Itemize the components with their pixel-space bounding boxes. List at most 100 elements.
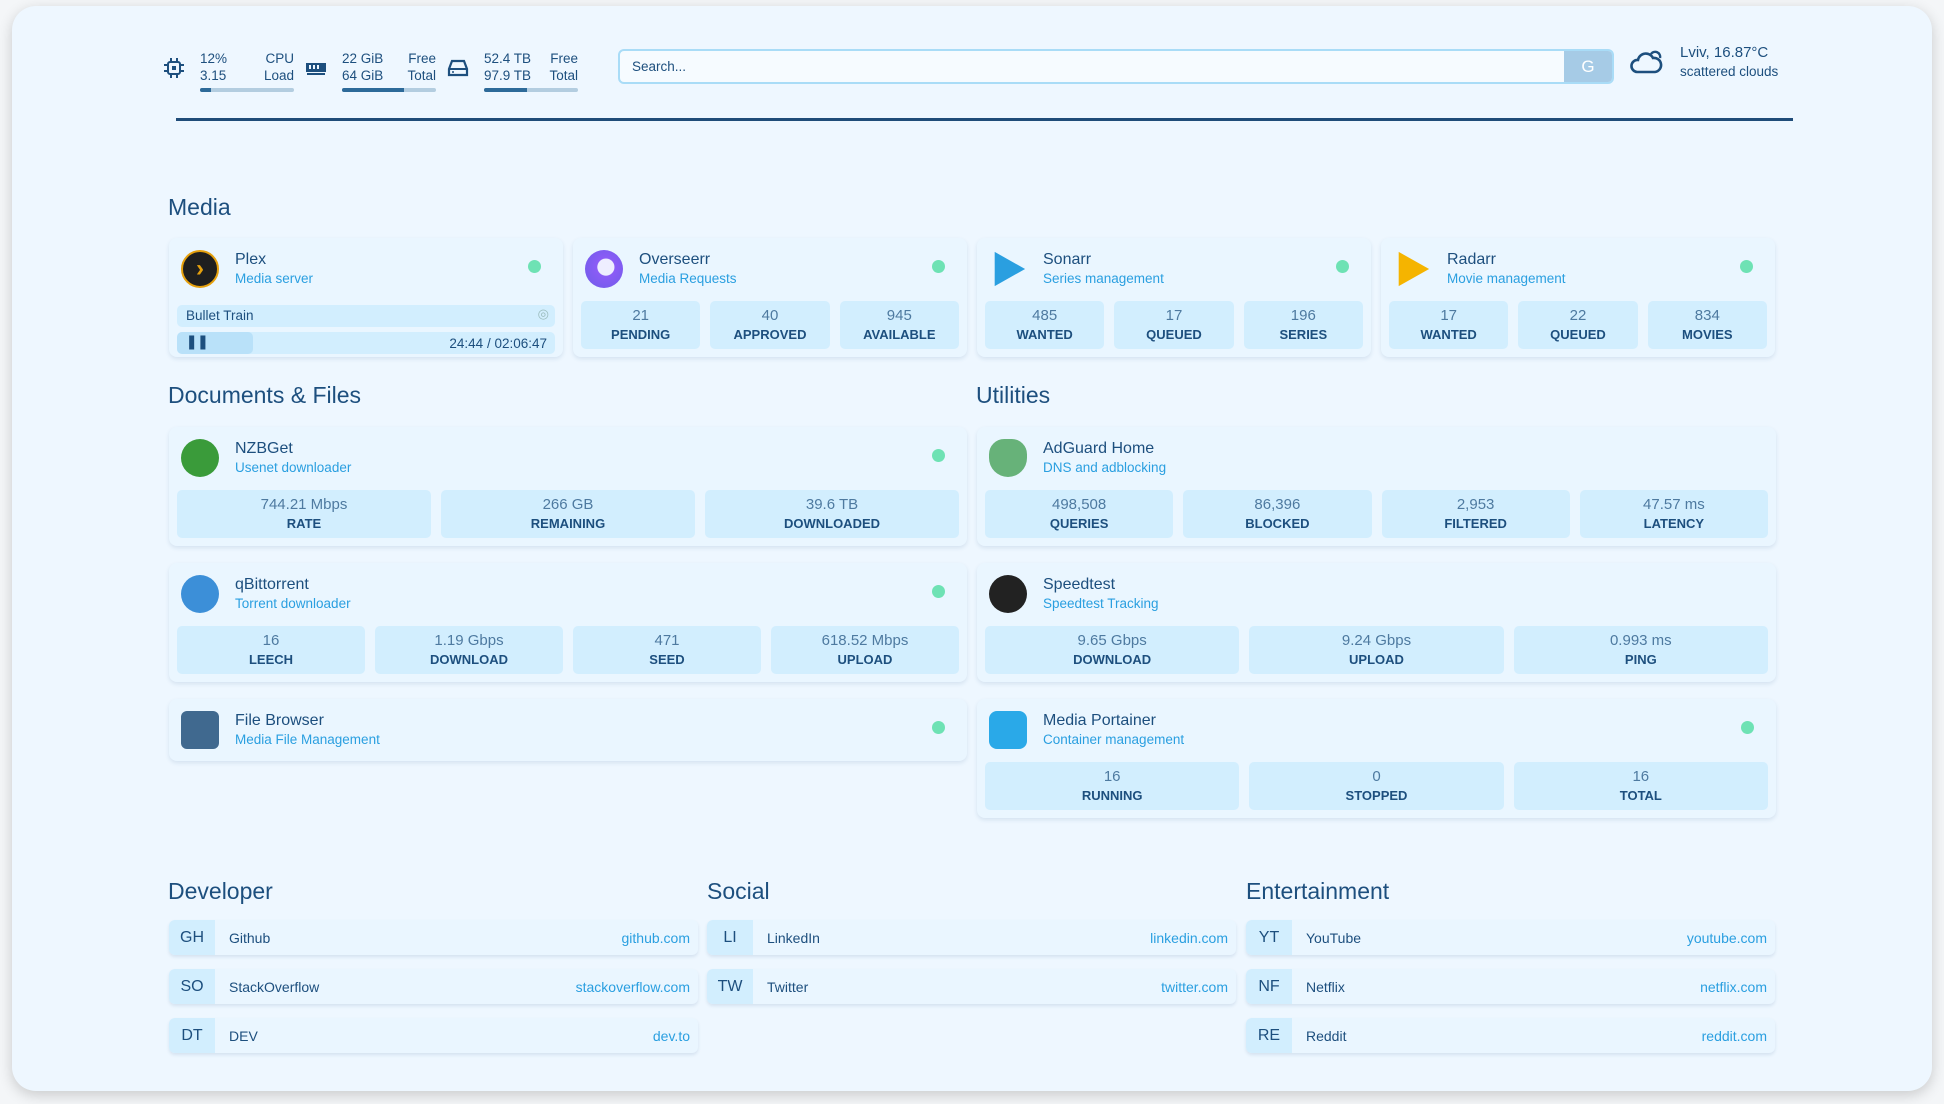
service-card-nzbget[interactable]: NZBGet Usenet downloader 744.21 Mbps RATE 26… — [169, 427, 967, 546]
disk-label: Total — [549, 68, 578, 83]
stat-label: BLOCKED — [1245, 516, 1310, 531]
disk-label: Free — [550, 51, 578, 66]
bookmark-name: Github — [229, 929, 271, 946]
stat-value: 86,396 — [1254, 496, 1301, 513]
bookmark-url[interactable]: github.com — [621, 929, 690, 946]
service-card-plex[interactable]: › Plex Media server Bullet Train ◎ ❚❚ 24… — [169, 238, 563, 357]
stat-value: 2,953 — [1456, 496, 1495, 513]
stat-label: WANTED — [1420, 327, 1477, 342]
search-provider-button[interactable]: G — [1564, 51, 1612, 82]
service-stats: 16 RUNNING 0 STOPPED 16 TOTAL — [985, 762, 1768, 810]
pause-icon[interactable]: ❚❚ — [186, 334, 209, 349]
service-description: Movie management — [1447, 271, 1566, 286]
bookmark-abbr: GH — [169, 920, 215, 955]
status-dot — [1336, 260, 1349, 273]
search-bar: G — [618, 49, 1614, 84]
stat-label: PING — [1624, 652, 1657, 667]
section-title-media: Media — [168, 194, 231, 220]
stat-value: 47.57 ms — [1643, 496, 1705, 513]
cloud-icon — [1630, 50, 1663, 74]
service-card-sonarr[interactable]: Sonarr Series management 485 WANTED 17 QUEUED… — [977, 238, 1371, 357]
stat-label: WANTED — [1016, 327, 1073, 342]
bookmark-url[interactable]: twitter.com — [1161, 978, 1228, 995]
service-card-speedtest[interactable]: Speedtest Speedtest Tracking 9.65 Gbps DOWN… — [977, 563, 1776, 682]
stat-block: 834 MOVIES — [1647, 301, 1767, 349]
service-description: Usenet downloader — [235, 460, 352, 475]
bookmark-url[interactable]: dev.to — [652, 1027, 690, 1044]
progress-fill — [177, 332, 253, 354]
cpu-value: 12% — [200, 51, 228, 66]
stat-value: 0.993 ms — [1609, 632, 1672, 649]
bookmark-twitter[interactable]: TW Twitter twitter.com — [707, 969, 1236, 1004]
stat-label: DOWNLOADED — [783, 516, 881, 531]
bookmark-url[interactable]: linkedin.com — [1150, 929, 1228, 946]
bookmark-github[interactable]: GH Github github.com — [169, 920, 698, 955]
service-card-overseerr[interactable]: Overseerr Media Requests 21 PENDING 40 APPROV… — [573, 238, 967, 357]
bookmark-url[interactable]: stackoverflow.com — [575, 978, 690, 995]
stat-block: 9.65 Gbps DOWNLOAD — [985, 626, 1240, 674]
bookmark-url[interactable]: youtube.com — [1686, 929, 1767, 946]
cpu-icon — [164, 58, 184, 78]
stat-block: 17 QUEUED — [1114, 301, 1234, 349]
plex-icon: › — [181, 250, 219, 288]
stat-label: DOWNLOAD — [430, 652, 508, 667]
bookmark-url[interactable]: reddit.com — [1701, 1027, 1767, 1044]
stat-label: PENDING — [611, 327, 671, 342]
service-card-radarr[interactable]: Radarr Movie management 17 WANTED 22 QUEUED 83… — [1381, 238, 1775, 357]
stat-block: 1.19 Gbps DOWNLOAD — [375, 626, 563, 674]
status-dot — [932, 585, 945, 598]
bookmark-netflix[interactable]: NF Netflix netflix.com — [1246, 969, 1775, 1004]
status-dot — [932, 449, 945, 462]
stat-value: 1.19 Gbps — [434, 632, 504, 649]
stat-value: 16 — [1103, 768, 1121, 785]
weather-location-temp: Lviv, 16.87°C — [1680, 44, 1769, 61]
service-card-portainer[interactable]: Media Portainer Container management 16 RUN… — [977, 699, 1776, 818]
disk-icon — [447, 59, 469, 77]
bookmark-stackoverflow[interactable]: SO StackOverflow stackoverflow.com — [169, 969, 698, 1004]
stat-label: AVAILABLE — [863, 327, 936, 342]
stat-block: 21 PENDING — [581, 301, 701, 349]
status-dot — [528, 260, 541, 273]
service-card-qbittorrent[interactable]: qBittorrent Torrent downloader 16 LEECH 1.19… — [169, 563, 967, 682]
bookmark-dev[interactable]: DT DEV dev.to — [169, 1018, 698, 1053]
bookmark-reddit[interactable]: RE Reddit reddit.com — [1246, 1018, 1775, 1053]
stat-value: 17 — [1165, 307, 1183, 324]
stat-label: FILTERED — [1444, 516, 1507, 531]
bookmark-url[interactable]: netflix.com — [1700, 978, 1767, 995]
service-name: Media Portainer — [1043, 712, 1156, 729]
service-card-filebrowser[interactable]: File Browser Media File Management — [169, 699, 967, 761]
stat-block: 16 TOTAL — [1513, 762, 1768, 810]
service-card-adguard[interactable]: AdGuard Home DNS and adblocking 498,508 QUE… — [977, 427, 1776, 546]
stat-value: 618.52 Mbps — [821, 632, 909, 649]
adguard-icon — [989, 439, 1027, 477]
service-description: DNS and adblocking — [1043, 460, 1167, 475]
stat-block: 0.993 ms PING — [1513, 626, 1768, 674]
section-title-social: Social — [707, 878, 770, 904]
bookmark-abbr: TW — [707, 969, 753, 1004]
bookmark-name: DEV — [229, 1027, 258, 1044]
bookmark-name: Netflix — [1306, 978, 1345, 995]
stat-block: 945 AVAILABLE — [839, 301, 959, 349]
service-name: AdGuard Home — [1043, 440, 1155, 457]
playback-progress[interactable]: ❚❚ 24:44 / 02:06:47 — [177, 332, 555, 354]
playback-time: 24:44 / 02:06:47 — [449, 336, 547, 351]
stat-label: QUEUED — [1550, 327, 1606, 342]
bookmark-linkedin[interactable]: LI LinkedIn linkedin.com — [707, 920, 1236, 955]
stat-block: 266 GB REMAINING — [441, 490, 695, 538]
bookmark-youtube[interactable]: YT YouTube youtube.com — [1246, 920, 1775, 955]
memory-label: Free — [408, 51, 436, 66]
stat-block: 39.6 TB DOWNLOADED — [705, 490, 959, 538]
nzbget-icon — [181, 439, 219, 477]
search-input[interactable] — [620, 51, 1520, 82]
stat-block: 22 QUEUED — [1518, 301, 1638, 349]
cpu-usage-fill — [200, 88, 212, 92]
stat-value: 945 — [886, 307, 912, 324]
stat-block: 16 LEECH — [177, 626, 365, 674]
stat-label: RUNNING — [1081, 788, 1143, 803]
stat-value: 17 — [1440, 307, 1457, 324]
stat-value: 744.21 Mbps — [260, 496, 348, 513]
now-playing: Bullet Train ◎ — [177, 305, 555, 327]
stat-label: LATENCY — [1643, 516, 1705, 531]
disk-row: 52.4 TB Free — [484, 50, 578, 67]
stat-value: 266 GB — [542, 496, 594, 513]
